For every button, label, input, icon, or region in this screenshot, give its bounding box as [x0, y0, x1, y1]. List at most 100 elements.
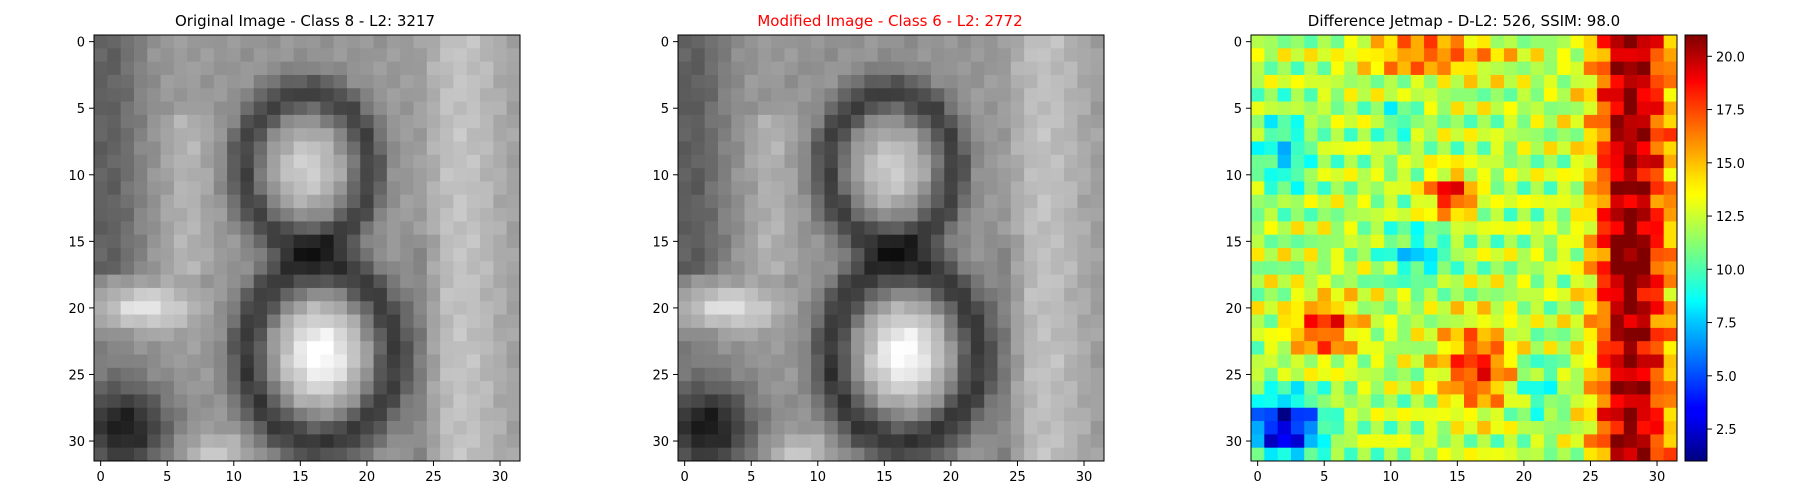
original-image-cell: [466, 88, 481, 102]
modified-image-cell: [811, 341, 825, 355]
difference-jetmap-cell: [1384, 154, 1398, 169]
original-image-cell: [227, 88, 241, 102]
original-image-cell: [227, 35, 241, 49]
original-image-cell: [493, 447, 508, 462]
original-image-cell: [107, 234, 122, 249]
difference-jetmap-cell: [1477, 314, 1492, 329]
original-image-cell: [413, 101, 428, 116]
original-image-cell: [120, 327, 135, 342]
modified-image-ytick-label: 20: [652, 302, 669, 317]
original-image-cell: [466, 394, 481, 409]
difference-jetmap-cell: [1663, 141, 1678, 156]
difference-jetmap-cell: [1597, 301, 1611, 315]
modified-image-cell: [797, 234, 812, 249]
modified-image-cell: [771, 88, 785, 102]
difference-jetmap-cell: [1277, 381, 1292, 395]
original-image-cell: [307, 381, 321, 395]
difference-jetmap-cell: [1370, 327, 1385, 342]
difference-jetmap-cell: [1397, 354, 1412, 369]
difference-jetmap-cell: [1384, 101, 1398, 116]
difference-jetmap-cell: [1290, 114, 1305, 129]
modified-image-cell: [997, 447, 1012, 462]
modified-image-cell: [811, 114, 825, 129]
modified-image-cell: [917, 447, 932, 462]
modified-image-cell: [1090, 141, 1105, 156]
modified-image-cell: [811, 327, 825, 342]
modified-image-cell: [930, 168, 945, 182]
modified-image-cell: [1037, 301, 1052, 315]
difference-jetmap-cell: [1464, 367, 1478, 382]
difference-jetmap-cell: [1330, 35, 1345, 49]
modified-image-cell: [704, 248, 719, 262]
difference-jetmap-cell: [1410, 208, 1425, 222]
difference-jetmap-cell: [1623, 101, 1638, 116]
difference-jetmap-cell: [1557, 88, 1571, 102]
modified-image-cell: [691, 274, 706, 289]
difference-jetmap-cell: [1424, 221, 1438, 236]
original-image-cell: [280, 61, 295, 76]
modified-image-cell: [1050, 327, 1065, 342]
difference-jetmap-cell: [1570, 74, 1585, 89]
modified-image-cell: [997, 367, 1012, 382]
modified-image-cell: [1024, 301, 1038, 315]
modified-image-cell: [678, 208, 692, 222]
original-image-cell: [120, 154, 135, 169]
modified-image-cell: [891, 74, 905, 89]
modified-image-cell: [984, 128, 998, 142]
modified-image-cell: [1050, 61, 1065, 76]
original-image-cell: [107, 394, 122, 409]
modified-image-cell: [1037, 88, 1052, 102]
modified-image-cell: [771, 154, 785, 169]
original-image-cell: [493, 248, 508, 262]
original-image-cell: [386, 221, 401, 236]
difference-jetmap-cell: [1490, 248, 1505, 262]
difference-jetmap-cell: [1370, 128, 1385, 142]
difference-jetmap-cell: [1570, 381, 1585, 395]
difference-jetmap-cell: [1517, 381, 1531, 395]
original-image-cell: [493, 194, 508, 209]
difference-jetmap-cell: [1623, 407, 1638, 422]
original-image-cell: [400, 434, 414, 449]
original-image-cell: [400, 301, 414, 315]
modified-image-cell: [784, 48, 799, 63]
original-image-cell: [506, 88, 521, 102]
modified-image-cell: [811, 141, 825, 156]
difference-jetmap-cell: [1317, 208, 1332, 222]
difference-jetmap-cell: [1517, 221, 1531, 236]
difference-jetmap-cell: [1650, 434, 1665, 449]
difference-jetmap-cell: [1597, 221, 1611, 236]
difference-jetmap-cell: [1251, 234, 1265, 249]
difference-jetmap-cell: [1650, 354, 1665, 369]
modified-image-cell: [744, 88, 759, 102]
original-image-cell: [440, 354, 454, 369]
original-image-cell: [253, 35, 268, 49]
modified-image-cell: [797, 367, 812, 382]
modified-image-cell: [984, 74, 998, 89]
modified-image-cell: [1090, 234, 1105, 249]
modified-image-cell: [970, 341, 985, 355]
modified-image-cell: [678, 88, 692, 102]
original-image-cell: [466, 181, 481, 196]
modified-image-cell: [1024, 407, 1038, 422]
original-image-cell: [280, 248, 295, 262]
modified-image-cell: [930, 434, 945, 449]
modified-image-cell: [717, 221, 732, 236]
difference-jetmap-cell: [1330, 407, 1345, 422]
modified-image-cell: [1024, 48, 1038, 63]
original-image-cell: [160, 381, 175, 395]
original-image-cell: [240, 168, 255, 182]
modified-image-cell: [1077, 114, 1092, 129]
modified-image-cell: [744, 327, 759, 342]
difference-jetmap-cell: [1397, 208, 1412, 222]
difference-jetmap-cell: [1557, 221, 1571, 236]
difference-jetmap-cell: [1583, 35, 1598, 49]
modified-image-cell: [904, 381, 919, 395]
difference-jetmap-cell: [1610, 447, 1625, 462]
original-image-cell: [187, 261, 201, 276]
difference-jetmap-cell: [1503, 434, 1518, 449]
difference-jetmap-cell: [1650, 381, 1665, 395]
difference-jetmap-cell: [1251, 434, 1265, 449]
modified-image-cell: [891, 287, 905, 302]
difference-jetmap-cell: [1543, 367, 1558, 382]
original-image-cell: [360, 221, 374, 236]
